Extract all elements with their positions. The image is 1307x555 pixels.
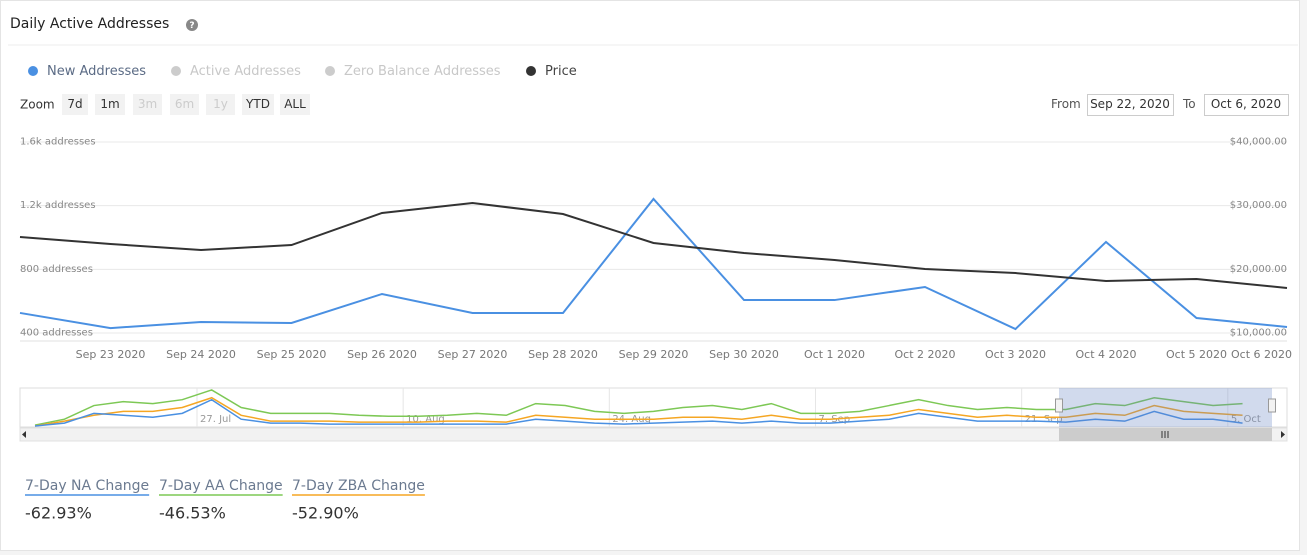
help-icon[interactable] [186, 19, 198, 31]
y-tick-label: 1.2k addresses [20, 200, 96, 211]
x-tick-label: Sep 30 2020 [709, 348, 779, 361]
zoom-button[interactable] [62, 94, 88, 115]
x-tick-label: Oct 3 2020 [985, 348, 1046, 361]
zoom-button-label[interactable]: 7d [67, 97, 82, 111]
zoom-button-label: 3m [138, 97, 157, 111]
y2-tick-label: $20,000.00 [1230, 264, 1287, 275]
legend-marker[interactable] [171, 66, 181, 76]
zoom-button[interactable] [242, 94, 274, 115]
x-tick-label: Sep 27 2020 [438, 348, 508, 361]
stat-value: -62.93% [25, 504, 92, 523]
zoom-button[interactable] [280, 94, 310, 115]
navigator-line [34, 398, 1243, 427]
y-tick-label: 400 addresses [20, 328, 93, 339]
zoom-label: Zoom [20, 98, 55, 112]
y-tick-label: 800 addresses [20, 264, 93, 275]
zoom-button-label: 1y [213, 97, 228, 111]
scroll-left[interactable] [22, 431, 26, 438]
to-label: To [1182, 97, 1196, 111]
stat-value: -46.53% [159, 504, 226, 523]
zoom-button [133, 94, 162, 115]
to-input[interactable] [1204, 94, 1289, 116]
stat-label: 7-Day NA Change [25, 478, 149, 494]
legend-label[interactable]: Active Addresses [190, 64, 301, 79]
x-tick-label: Oct 1 2020 [804, 348, 865, 361]
navigator-tick-label: 21. Sep [1025, 414, 1063, 425]
navigator-tick-label: 10. Aug [406, 414, 445, 425]
zoom-button-label: 6m [175, 97, 194, 111]
x-tick-label: Oct 5 2020 [1166, 348, 1227, 361]
x-tick-label: Sep 28 2020 [528, 348, 598, 361]
x-tick-label: Oct 2 2020 [894, 348, 955, 361]
x-tick-label: Sep 29 2020 [619, 348, 689, 361]
series-line [19, 197, 1288, 331]
y-tick-label: 1.6k addresses [20, 137, 96, 148]
zoom-button-label[interactable]: 1m [100, 97, 119, 111]
zoom-button [206, 94, 235, 115]
navigator-tick-label: 5. Oct [1231, 414, 1261, 425]
from-value[interactable]: Sep 22, 2020 [1090, 97, 1170, 111]
stat-label: 7-Day AA Change [159, 478, 283, 494]
zoom-button [170, 94, 199, 115]
scrollbar-track [19, 427, 1288, 442]
scroll-right[interactable] [1281, 431, 1285, 438]
x-tick-label: Sep 23 2020 [76, 348, 146, 361]
series-line [19, 201, 1288, 289]
navigator-selection[interactable] [1059, 388, 1272, 427]
navigator-tick-label: 27. Jul [200, 414, 231, 425]
legend-marker[interactable] [526, 66, 536, 76]
navigator-handle[interactable] [1055, 398, 1063, 413]
stat-label: 7-Day ZBA Change [292, 478, 425, 494]
y2-tick-label: $40,000.00 [1230, 137, 1287, 148]
x-tick-label: Sep 26 2020 [347, 348, 417, 361]
from-input[interactable] [1087, 94, 1174, 116]
title: Daily Active Addresses [10, 16, 169, 32]
legend-label[interactable]: Zero Balance Addresses [344, 64, 501, 79]
help-icon-glyph: ? [189, 21, 194, 31]
navigator-line [34, 389, 1243, 426]
legend-marker[interactable] [28, 66, 38, 76]
from-label: From [1051, 97, 1081, 111]
x-tick-label: Oct 4 2020 [1075, 348, 1136, 361]
to-value[interactable]: Oct 6, 2020 [1211, 97, 1281, 111]
navigator-line [34, 396, 1243, 427]
x-tick-label: Sep 25 2020 [257, 348, 327, 361]
zoom-button[interactable] [95, 94, 125, 115]
zoom-button-label[interactable]: ALL [284, 97, 306, 111]
x-tick-label: Oct 6 2020 [1231, 348, 1292, 361]
zoom-button-label[interactable]: YTD [245, 97, 270, 111]
legend-label[interactable]: Price [545, 64, 577, 79]
navigator-handle[interactable] [1268, 398, 1276, 413]
stat-value: -52.90% [292, 504, 359, 523]
y2-tick-label: $30,000.00 [1230, 200, 1287, 211]
legend-label[interactable]: New Addresses [47, 64, 146, 79]
legend-marker[interactable] [325, 66, 335, 76]
y2-tick-label: $10,000.00 [1230, 328, 1287, 339]
x-tick-label: Sep 24 2020 [166, 348, 236, 361]
